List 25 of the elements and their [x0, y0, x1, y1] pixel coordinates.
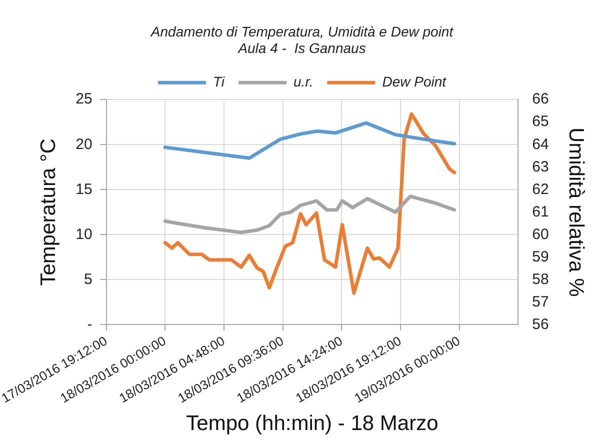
y2-tick-label: 64 — [532, 136, 549, 153]
y2-tick-label: 58 — [532, 270, 549, 288]
chart-title: Andamento di Temperatura, Umidità e Dew point — [150, 23, 454, 40]
y2-tick-label: 57 — [532, 293, 549, 310]
chart-subtitle: Aula 4 - Is Gannaus — [237, 40, 366, 56]
y-tick-label: - — [87, 316, 92, 333]
y2-tick-label: 60 — [532, 226, 549, 243]
y-tick-label: 5 — [84, 270, 92, 288]
y-tick-label: 10 — [76, 226, 92, 243]
y2-tick-label: 61 — [532, 203, 549, 220]
y2-tick-label: 62 — [532, 180, 549, 198]
y-axis-title: Temperatura °C — [36, 138, 60, 286]
y-tick-label: 25 — [76, 90, 92, 108]
y2-tick-label: 56 — [532, 316, 549, 333]
y2-tick-label: 63 — [532, 158, 549, 176]
y-tick-label: 15 — [76, 180, 92, 198]
y-tick-label: 20 — [76, 136, 92, 153]
y2-axis-title: Umidità relativa % — [564, 128, 588, 297]
y2-tick-label: 59 — [532, 248, 549, 266]
y2-tick-label: 66 — [532, 90, 549, 108]
legend-label: Dew Point — [382, 73, 448, 90]
legend-label: u.r. — [294, 73, 314, 90]
x-axis-title: Tempo (hh:min) - 18 Marzo — [186, 412, 438, 436]
legend-label: Ti — [212, 73, 226, 90]
y2-tick-label: 65 — [532, 113, 549, 130]
